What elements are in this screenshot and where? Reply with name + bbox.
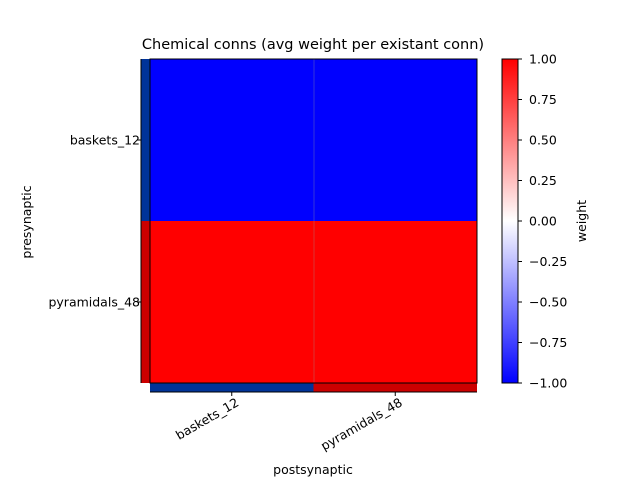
colorbar-tick-label: 0.25 (529, 173, 557, 188)
heatmap-cell (150, 59, 314, 221)
heatmap-cells (150, 59, 477, 383)
x-axis-ticks: baskets_12 pyramidals_48 (173, 392, 405, 453)
presynaptic-band (141, 221, 150, 383)
y-tick-label: baskets_12 (70, 133, 140, 148)
x-tick-label: pyramidals_48 (318, 395, 405, 454)
presynaptic-color-bands (140, 59, 150, 383)
heatmap-cell (313, 59, 477, 221)
colorbar-tick-label: −1.00 (529, 376, 567, 391)
x-axis-label: postsynaptic (273, 462, 353, 477)
postsynaptic-color-bands (150, 383, 477, 393)
colorbar (501, 58, 519, 384)
y-tick-label: pyramidals_48 (48, 295, 140, 310)
y-axis-label: presynaptic (19, 185, 34, 258)
postsynaptic-band (313, 383, 477, 392)
plot-frame (149, 58, 478, 384)
colorbar-tick-label: 0.50 (529, 133, 557, 148)
heatmap-cell (150, 221, 314, 383)
colorbar-tick-label: −0.25 (529, 254, 567, 269)
x-tick-label: baskets_12 (173, 395, 241, 443)
colorbar-tick-label: 0.75 (529, 92, 557, 107)
colorbar-tick-label: 0.00 (529, 214, 557, 229)
colorbar-tick-label: −0.50 (529, 295, 567, 310)
colorbar-tick-label: 1.00 (529, 52, 557, 67)
heatmap-cell (313, 221, 477, 383)
postsynaptic-band (150, 383, 314, 392)
colorbar-ticks: 1.00 0.75 0.50 0.25 0.00 −0.25 −0.50 −0.75 −1.00 (518, 52, 567, 391)
presynaptic-band (141, 59, 150, 221)
y-axis-ticks: baskets_12 pyramidals_48 (48, 133, 141, 310)
chart-title: Chemical conns (avg weight per existant … (142, 37, 484, 53)
colorbar-label: weight (574, 200, 589, 242)
colorbar-tick-label: −0.75 (529, 335, 567, 350)
